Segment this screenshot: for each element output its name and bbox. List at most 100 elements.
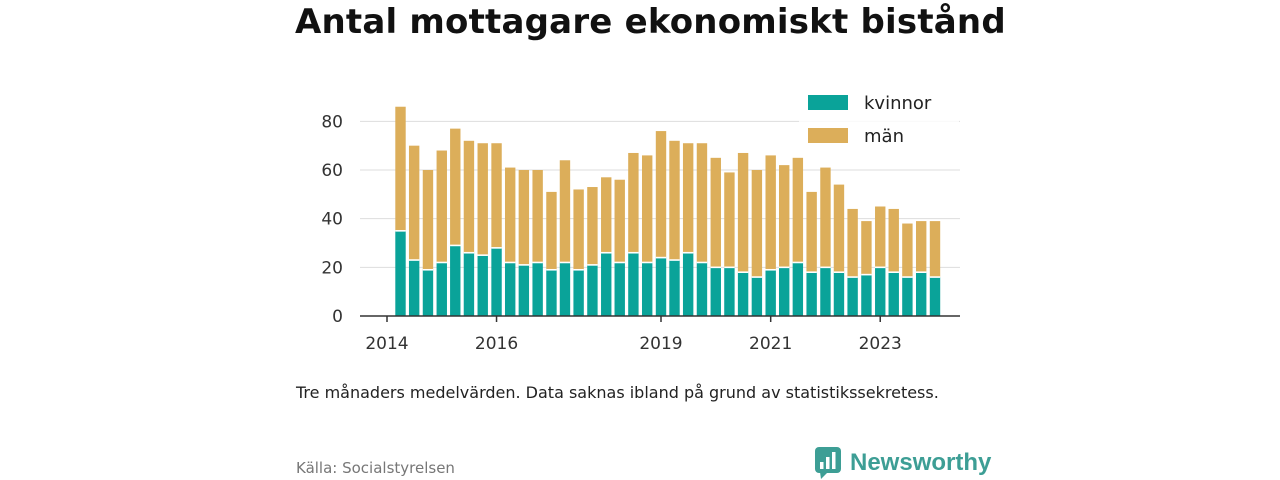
x-tick-label: 2021 xyxy=(749,334,792,354)
bar-man xyxy=(888,208,899,273)
newsworthy-logo[interactable]: Newsworthy xyxy=(814,446,991,480)
bar-man xyxy=(765,155,776,270)
legend-swatch-kvinnor xyxy=(808,95,848,110)
bar-man xyxy=(669,140,680,261)
bar-man xyxy=(751,170,763,278)
bar-kvinnor xyxy=(463,252,475,316)
x-tick-label: 2023 xyxy=(859,334,902,354)
bar-man xyxy=(614,179,625,263)
bar-kvinnor xyxy=(573,269,584,316)
chart-note: Tre månaders medelvärden. Data saknas ib… xyxy=(296,383,939,402)
bar-man xyxy=(682,143,694,253)
bar-kvinnor xyxy=(710,267,721,316)
bar-kvinnor xyxy=(902,277,913,316)
bar-kvinnor xyxy=(641,262,653,316)
bar-kvinnor xyxy=(861,274,872,316)
bar-kvinnor xyxy=(833,272,845,316)
bar-man xyxy=(504,167,516,263)
y-tick-label: 80 xyxy=(321,112,343,132)
bar-kvinnor xyxy=(504,262,516,316)
chart-title: Antal mottagare ekonomiskt bistånd xyxy=(295,2,1006,42)
y-tick-label: 60 xyxy=(321,161,343,181)
y-tick-label: 20 xyxy=(321,258,343,278)
bar-kvinnor xyxy=(724,267,735,316)
bar-man xyxy=(518,170,530,265)
bar-man xyxy=(395,106,406,231)
bar-kvinnor xyxy=(422,269,434,316)
y-tick-label: 40 xyxy=(321,210,343,230)
x-tick-label: 2019 xyxy=(639,334,682,354)
bar-kvinnor xyxy=(847,277,858,316)
bar-kvinnor xyxy=(669,260,680,316)
bar-kvinnor xyxy=(450,245,461,316)
bar-man xyxy=(792,157,804,263)
bar-man xyxy=(737,152,749,273)
bar-man xyxy=(587,187,598,265)
brand-name: Newsworthy xyxy=(850,449,992,476)
bar-kvinnor xyxy=(491,247,502,316)
bar-man xyxy=(655,131,667,258)
bar-man xyxy=(902,223,913,278)
bar-kvinnor xyxy=(806,272,817,316)
bar-chart-bubble-icon xyxy=(815,447,841,479)
legend-swatch-man xyxy=(808,128,848,143)
bar-man xyxy=(778,165,790,268)
bar-man xyxy=(696,143,708,263)
source-label: Källa: Socialstyrelsen xyxy=(296,459,455,477)
bar-man xyxy=(710,157,721,268)
bar-kvinnor xyxy=(696,262,708,316)
bar-man xyxy=(806,191,817,273)
bar-man xyxy=(408,145,420,261)
bar-man xyxy=(546,191,557,270)
bar-kvinnor xyxy=(477,255,488,316)
x-tick-label: 2014 xyxy=(365,334,408,354)
bar-kvinnor xyxy=(737,272,749,316)
bar-man xyxy=(833,184,845,273)
bar-kvinnor xyxy=(875,267,886,316)
bar-kvinnor xyxy=(751,277,763,316)
bar-man xyxy=(532,170,543,263)
bar-kvinnor xyxy=(546,269,557,316)
bar-man xyxy=(436,150,447,263)
bar-kvinnor xyxy=(587,264,598,316)
bar-kvinnor xyxy=(408,260,420,316)
y-tick-label: 0 xyxy=(332,307,343,327)
bar-man xyxy=(463,140,475,253)
bar-kvinnor xyxy=(395,230,406,316)
bar-kvinnor xyxy=(682,252,694,316)
bar-man xyxy=(559,160,571,263)
bar-kvinnor xyxy=(915,272,927,316)
legend-label: kvinnor xyxy=(864,93,932,114)
legend-label: män xyxy=(864,126,904,147)
bar-kvinnor xyxy=(436,262,447,316)
bar-man xyxy=(491,143,502,248)
bar-kvinnor xyxy=(792,262,804,316)
bar-kvinnor xyxy=(559,262,571,316)
bar-kvinnor xyxy=(820,267,831,316)
bar-kvinnor xyxy=(628,252,639,316)
bar-kvinnor xyxy=(888,272,899,316)
bar-man xyxy=(875,206,886,268)
x-tick-label: 2016 xyxy=(475,334,518,354)
bar-man xyxy=(861,221,872,275)
bar-man xyxy=(601,177,612,253)
bar-man xyxy=(628,152,639,253)
bar-kvinnor xyxy=(614,262,625,316)
bar-man xyxy=(915,221,927,273)
bar-kvinnor xyxy=(518,264,530,316)
bar-man xyxy=(641,155,653,263)
bar-kvinnor xyxy=(778,267,790,316)
bar-man xyxy=(422,170,434,270)
bar-man xyxy=(477,143,488,256)
bar-kvinnor xyxy=(765,269,776,316)
bar-kvinnor xyxy=(929,277,941,316)
bar-man xyxy=(724,172,735,268)
bar-man xyxy=(929,221,941,278)
bar-man xyxy=(450,128,461,246)
bar-kvinnor xyxy=(601,252,612,316)
bar-kvinnor xyxy=(655,257,667,316)
bar-man xyxy=(820,167,831,268)
bar-kvinnor xyxy=(532,262,543,316)
bar-man xyxy=(847,208,858,278)
